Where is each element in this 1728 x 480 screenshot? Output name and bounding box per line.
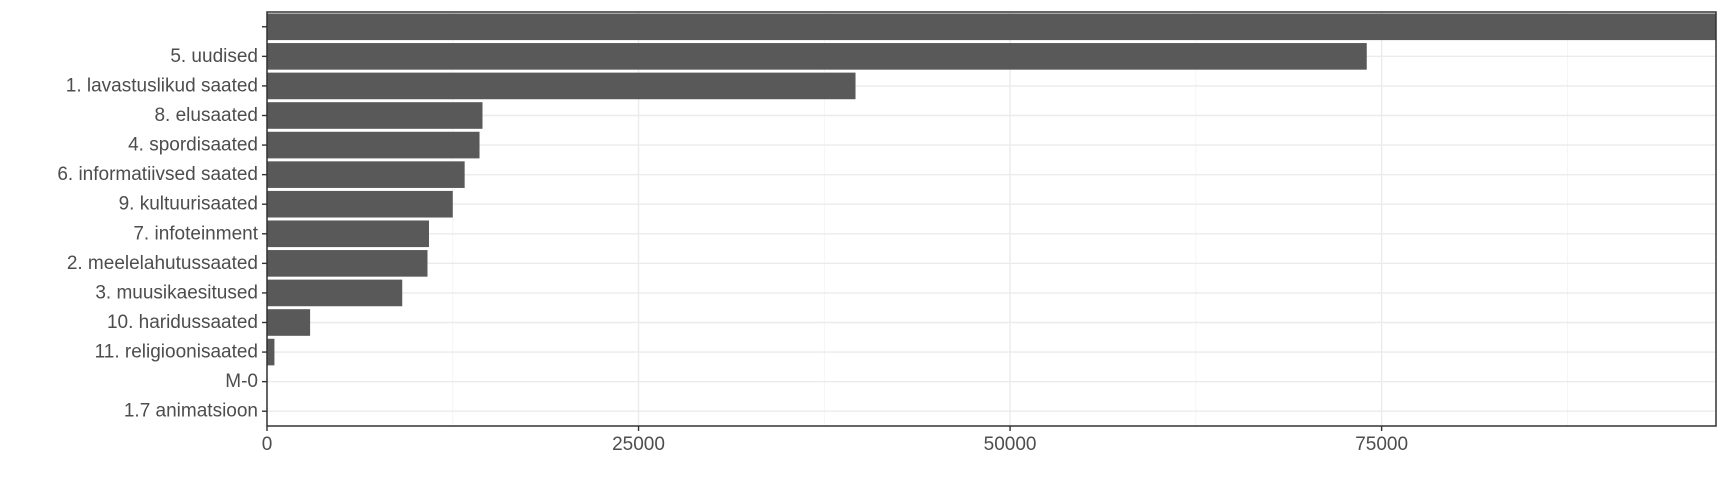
panel-border <box>266 11 1717 427</box>
y-tick-label: 5. uudised <box>170 46 258 67</box>
y-axis: 5. uudised 1. lavastuslikud saated 8. elus… <box>57 26 267 422</box>
y-tick-label: 9. kultuurisaated <box>119 194 258 215</box>
x-tick-label: 0 <box>262 434 273 455</box>
y-tick-label: M-0 <box>225 371 258 392</box>
bars <box>267 13 1716 366</box>
bar <box>267 220 429 248</box>
bar <box>267 161 465 188</box>
x-tick-label: 75000 <box>1355 434 1408 455</box>
y-tick-label: 6. informatiivsed saated <box>57 164 258 185</box>
x-axis: 0 25000 50000 75000 <box>262 426 1408 455</box>
bar <box>267 43 1367 70</box>
y-tick-label: 1.7 animatsioon <box>124 401 258 422</box>
bar <box>267 309 311 336</box>
bar <box>267 102 483 129</box>
bar <box>267 72 856 100</box>
bar <box>267 131 480 159</box>
y-tick-label: 11. religioonisaated <box>95 342 258 363</box>
bar <box>267 279 403 307</box>
bar <box>267 250 428 277</box>
y-tick-label: 1. lavastuslikud saated <box>66 75 258 96</box>
y-tick-label: 10. haridussaated <box>107 312 258 333</box>
bar <box>267 338 275 366</box>
bar <box>267 190 453 218</box>
y-tick-label: 3. muusikaesitused <box>95 282 258 303</box>
y-tick-label: 4. spordisaated <box>128 135 258 156</box>
y-tick-label: 2. meelelahutussaated <box>67 253 258 274</box>
x-tick-label: 50000 <box>984 434 1037 455</box>
y-tick-label: 7. infoteinment <box>133 223 258 244</box>
x-tick-label: 25000 <box>612 434 665 455</box>
y-tick-label: 8. elusaated <box>154 105 258 126</box>
bar <box>267 13 1716 41</box>
